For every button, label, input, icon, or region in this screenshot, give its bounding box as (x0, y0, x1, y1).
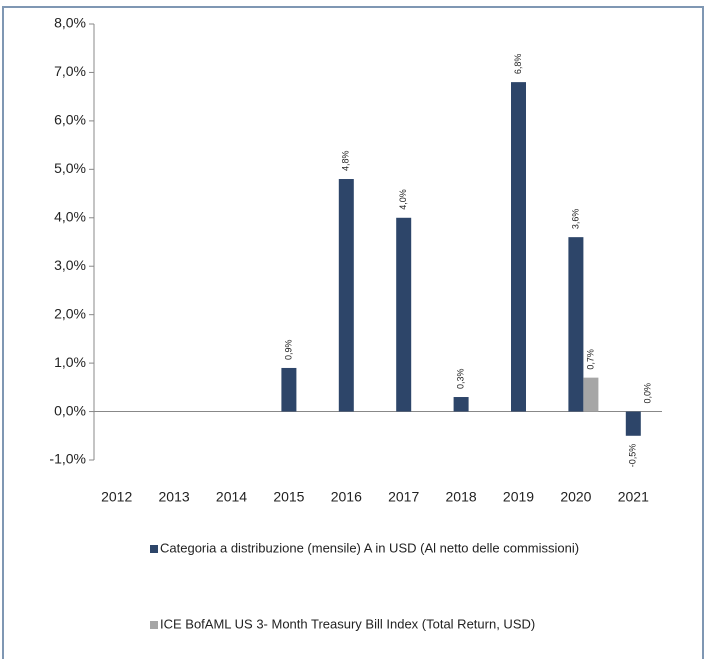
x-tick-label: 2017 (388, 489, 419, 505)
y-tick-label: 2,0% (54, 305, 86, 321)
x-tick-label: 2020 (560, 489, 591, 505)
legend-swatch (150, 621, 158, 629)
bar (511, 82, 526, 412)
data-label: 4,0% (398, 189, 408, 210)
x-tick-label: 2016 (331, 489, 362, 505)
data-label: -0,5% (628, 444, 638, 468)
bar (396, 217, 412, 412)
y-tick-label: 5,0% (54, 160, 86, 176)
bar (568, 237, 584, 412)
y-tick-label: 8,0% (54, 15, 86, 31)
data-label: 0,0% (643, 383, 653, 404)
bar (338, 179, 354, 412)
x-tick-label: 2013 (159, 489, 190, 505)
y-tick-label: 3,0% (54, 257, 86, 273)
data-label: 4,8% (341, 151, 351, 172)
bar (625, 411, 641, 436)
data-label: 0,3% (455, 369, 465, 390)
x-tick-label: 2014 (216, 489, 247, 505)
bar (453, 397, 469, 412)
data-label: 0,9% (283, 339, 293, 360)
x-tick-label: 2019 (503, 489, 534, 505)
legend-label: ICE BofAML US 3- Month Treasury Bill Ind… (160, 616, 535, 631)
bar (583, 377, 599, 412)
data-label: 6,8% (513, 54, 523, 75)
legend-label: Categoria a distribuzione (mensile) A in… (160, 540, 579, 555)
frame (2, 6, 704, 659)
x-tick-label: 2021 (618, 489, 649, 505)
y-tick-label: 6,0% (54, 112, 86, 128)
y-tick-label: 7,0% (54, 63, 86, 79)
x-tick-label: 2015 (273, 489, 304, 505)
y-tick-label: 0,0% (54, 402, 86, 418)
x-tick-label: 2012 (101, 489, 132, 505)
bar (281, 367, 297, 412)
y-tick-label: 1,0% (54, 354, 86, 370)
legend-swatch (150, 545, 158, 553)
y-tick-label: -1,0% (49, 451, 86, 467)
x-tick-label: 2018 (446, 489, 477, 505)
data-label: 3,6% (570, 209, 580, 230)
y-tick-label: 4,0% (54, 208, 86, 224)
data-label: 0,7% (585, 349, 595, 370)
